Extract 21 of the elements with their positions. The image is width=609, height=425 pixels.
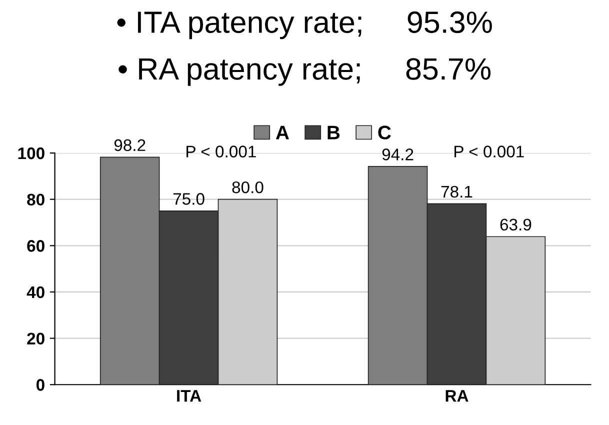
- y-tick-label: 0: [36, 379, 44, 391]
- data-label: 80.0: [232, 181, 264, 194]
- x-tick-label: RA: [446, 390, 468, 402]
- data-label: 75.0: [173, 193, 204, 205]
- chart-subtitle: • RA patency rate; 85.7%: [118, 58, 491, 86]
- data-label: 63.9: [500, 218, 532, 231]
- annotation: P < 0.001: [186, 146, 256, 158]
- annotation: P < 0.001: [454, 146, 524, 158]
- chart-title: • ITA patency rate; 95.3%: [117, 11, 492, 40]
- data-label: 78.1: [441, 186, 472, 198]
- legend-label: C: [378, 126, 391, 140]
- y-tick-label: 40: [26, 286, 44, 298]
- data-label: 94.2: [382, 148, 414, 160]
- y-tick-label: 80: [27, 194, 44, 206]
- y-tick-label: 100: [18, 147, 44, 160]
- x-tick-label: ITA: [177, 390, 202, 402]
- legend-label: A: [276, 126, 289, 140]
- y-tick-label: 20: [27, 332, 44, 345]
- legend-label: B: [328, 126, 340, 140]
- y-tick-label: 60: [27, 240, 44, 252]
- data-label: 98.2: [114, 139, 146, 152]
